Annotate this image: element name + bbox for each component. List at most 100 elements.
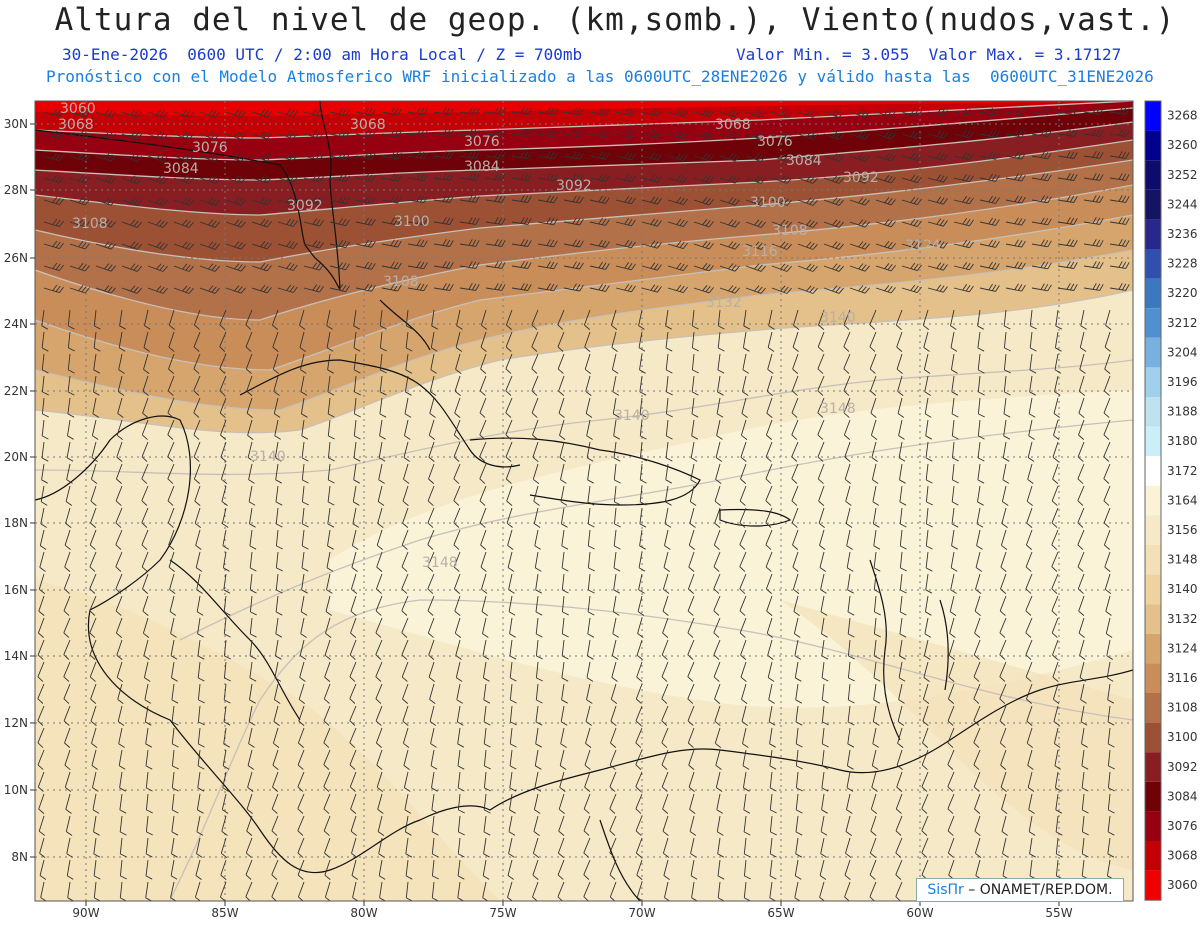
legend-label: 3220 bbox=[1167, 286, 1198, 300]
contour-label: 3076 bbox=[192, 140, 228, 156]
legend-swatch bbox=[1145, 337, 1161, 368]
contour-label: 3092 bbox=[843, 170, 879, 186]
contour-label: 3076 bbox=[757, 134, 793, 150]
contour-label: 3108 bbox=[772, 223, 808, 239]
legend-swatch bbox=[1145, 811, 1161, 841]
legend-label: 3236 bbox=[1167, 227, 1198, 241]
legend-swatch bbox=[1145, 189, 1161, 220]
legend-swatch bbox=[1145, 545, 1161, 575]
contour-label: 3084 bbox=[163, 161, 199, 177]
contour-label: 3140 bbox=[250, 449, 286, 465]
model-info: Pronóstico con el Modelo Atmosferico WRF… bbox=[46, 67, 1154, 86]
min-max-info: Valor Min. = 3.055 Valor Max. = 3.17127 bbox=[736, 45, 1122, 64]
legend-label: 3244 bbox=[1167, 197, 1198, 211]
legend-label: 3124 bbox=[1167, 641, 1198, 655]
contour-label: 3076 bbox=[464, 134, 500, 150]
legend-swatch bbox=[1145, 781, 1161, 812]
latitude-labels: 30N 28N 26N 24N 22N 20N 18N 16N 14N 12N … bbox=[4, 117, 28, 864]
coastlines bbox=[35, 101, 1133, 901]
legend-swatch bbox=[1145, 219, 1161, 249]
date-info: 30-Ene-2026 0600 UTC / 2:00 am Hora Loca… bbox=[62, 45, 583, 64]
contour-label: 3140 bbox=[614, 408, 650, 424]
legend-label: 3140 bbox=[1167, 582, 1198, 596]
contour-label: 3068 bbox=[715, 117, 751, 133]
legend-swatch bbox=[1145, 130, 1161, 161]
contour-label: 3108 bbox=[383, 274, 419, 290]
legend-label: 3260 bbox=[1167, 138, 1198, 152]
legend-label: 3196 bbox=[1167, 375, 1198, 389]
wind-barbs bbox=[37, 107, 1130, 901]
contour-label: 3116 bbox=[742, 244, 778, 260]
longitude-labels: 90W 85W 80W 75W 70W 65W 60W 55W bbox=[72, 906, 1072, 920]
lat-label: 22N bbox=[4, 384, 28, 398]
legend-swatch bbox=[1145, 101, 1161, 131]
lat-label: 20N bbox=[4, 450, 28, 464]
legend-label: 3172 bbox=[1167, 464, 1198, 478]
contour-label: 3124 bbox=[905, 238, 941, 254]
legend-swatch bbox=[1145, 870, 1161, 901]
legend-label: 3228 bbox=[1167, 257, 1198, 271]
legend-swatch bbox=[1145, 574, 1161, 605]
legend-swatch bbox=[1145, 485, 1161, 516]
contour-label: 3084 bbox=[786, 153, 822, 169]
legend-label: 3148 bbox=[1167, 553, 1198, 567]
legend-swatch bbox=[1145, 515, 1161, 545]
legend-label: 3268 bbox=[1167, 109, 1198, 123]
contour-label: 3084 bbox=[464, 159, 500, 175]
legend-swatch bbox=[1145, 278, 1161, 309]
legend-label: 3164 bbox=[1167, 493, 1198, 507]
legend-label: 3084 bbox=[1167, 789, 1198, 803]
legend-swatch bbox=[1145, 693, 1161, 723]
high-field-region bbox=[330, 390, 1133, 708]
legend-swatch bbox=[1145, 308, 1161, 338]
graticule bbox=[35, 101, 1133, 901]
contour-label: 3100 bbox=[394, 214, 430, 230]
lat-label: 26N bbox=[4, 251, 28, 265]
legend-swatch bbox=[1145, 633, 1161, 664]
contour-label: 3132 bbox=[706, 295, 742, 311]
legend-swatch bbox=[1145, 752, 1161, 782]
lon-label: 70W bbox=[628, 906, 655, 920]
contour-label: 3100 bbox=[750, 195, 786, 211]
legend-swatch bbox=[1145, 426, 1161, 457]
lat-label: 16N bbox=[4, 583, 28, 597]
lat-label: 10N bbox=[4, 783, 28, 797]
legend-swatch bbox=[1145, 367, 1161, 397]
lon-label: 90W bbox=[72, 906, 99, 920]
wind-barb-field bbox=[37, 107, 1130, 901]
legend-label: 3188 bbox=[1167, 405, 1198, 419]
legend-swatch bbox=[1145, 249, 1161, 279]
lat-label: 24N bbox=[4, 317, 28, 331]
lat-label: 30N bbox=[4, 117, 28, 131]
legend-label: 3092 bbox=[1167, 760, 1198, 774]
legend-label: 3132 bbox=[1167, 612, 1198, 626]
legend-label: 3180 bbox=[1167, 434, 1198, 448]
contour-value-labels: 3060 3068 3068 3068 3076 3076 3076 3084 … bbox=[58, 101, 941, 571]
legend-swatch bbox=[1145, 160, 1161, 190]
legend-label: 3060 bbox=[1167, 878, 1198, 892]
map-frame bbox=[34, 100, 1134, 902]
legend-label: 3116 bbox=[1167, 671, 1198, 685]
legend-label: 3212 bbox=[1167, 316, 1198, 330]
contour-label: 3092 bbox=[287, 198, 323, 214]
legend-label: 3108 bbox=[1167, 701, 1198, 715]
lon-label: 60W bbox=[906, 906, 933, 920]
contour-lines bbox=[35, 101, 1133, 901]
legend-swatch bbox=[1145, 456, 1161, 486]
contour-label: 3148 bbox=[422, 555, 458, 571]
legend-label: 3252 bbox=[1167, 168, 1198, 182]
contour-label: 3140 bbox=[820, 310, 856, 326]
contour-label: 3068 bbox=[350, 117, 386, 133]
legend-swatch bbox=[1145, 841, 1161, 871]
legend-label: 3156 bbox=[1167, 523, 1198, 537]
lat-label: 18N bbox=[4, 516, 28, 530]
latitude-ticks bbox=[30, 123, 35, 858]
legend-label: 3100 bbox=[1167, 730, 1198, 744]
legend-label: 3076 bbox=[1167, 819, 1198, 833]
lat-label: 12N bbox=[4, 716, 28, 730]
band-3060 bbox=[35, 101, 1133, 116]
legend-swatch bbox=[1145, 663, 1161, 693]
legend-swatch bbox=[1145, 722, 1161, 753]
legend-frame bbox=[1144, 100, 1162, 901]
